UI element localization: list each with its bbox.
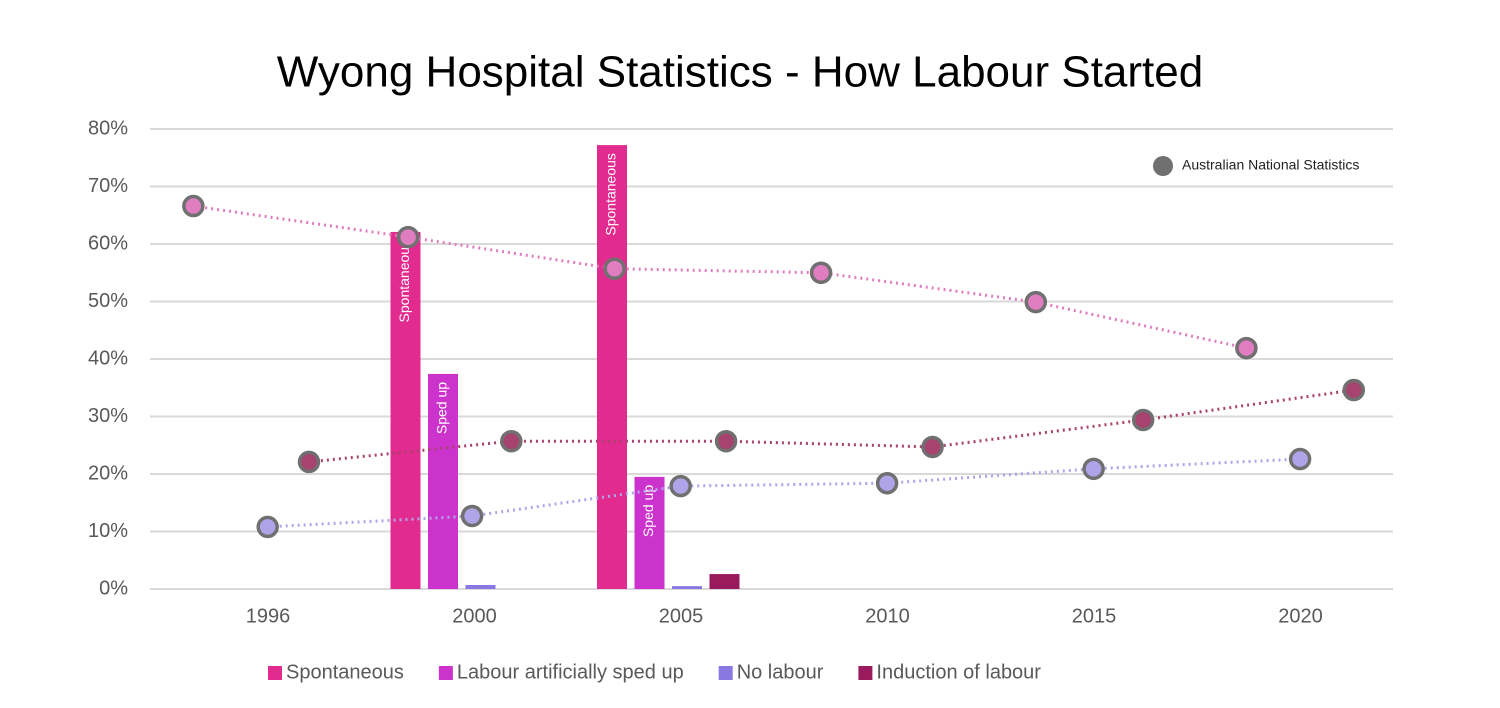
legend-label: Induction of labour <box>876 661 1041 683</box>
national-point <box>714 429 738 453</box>
bar <box>634 476 665 589</box>
y-tick-label: 0% <box>99 577 128 599</box>
y-tick-label: 20% <box>88 462 128 484</box>
national-point <box>500 429 523 453</box>
bar <box>428 373 458 589</box>
legend-swatch <box>718 666 733 680</box>
bar <box>390 231 421 590</box>
national-point <box>297 450 321 474</box>
bar <box>709 574 740 589</box>
national-point <box>1082 457 1105 481</box>
x-tick-label: 2010 <box>865 605 910 627</box>
legend-label: Spontaneous <box>286 661 404 683</box>
trend-line <box>267 457 1301 529</box>
bar-label: Sped up <box>640 485 656 537</box>
y-tick-label: 70% <box>88 175 128 197</box>
national-point <box>809 261 833 284</box>
national-point <box>460 504 484 528</box>
national-point <box>921 435 944 459</box>
bar-label: Sped up <box>434 382 450 434</box>
national-point <box>603 257 626 280</box>
bar-label: Spontaneous <box>396 240 412 323</box>
y-tick-label: 40% <box>88 347 128 369</box>
y-tick-label: 50% <box>88 290 128 312</box>
national-point <box>875 471 899 495</box>
bar-label: Spontaneous <box>603 153 619 236</box>
x-tick-label: 2000 <box>452 605 497 627</box>
bar <box>672 586 702 589</box>
national-point <box>1024 290 1048 314</box>
y-tick-label: 30% <box>88 405 128 427</box>
chart-title: Wyong Hospital Statistics - How Labour S… <box>277 48 1203 97</box>
x-tick-label: 2020 <box>1278 605 1323 627</box>
y-tick-label: 10% <box>88 520 128 542</box>
legend-marker <box>1153 156 1173 176</box>
national-point <box>182 194 205 218</box>
national-point <box>396 225 420 249</box>
national-point <box>669 474 692 498</box>
legend-swatch <box>438 666 453 680</box>
x-tick-label: 1996 <box>246 605 291 627</box>
legend-label: Labour artificially sped up <box>457 661 684 683</box>
x-tick-label: 2015 <box>1072 605 1117 627</box>
y-tick-label: 80% <box>88 117 128 139</box>
bar <box>465 584 496 589</box>
legend-swatch <box>858 666 873 680</box>
bar <box>597 145 627 589</box>
trend-line <box>193 204 1247 350</box>
national-point <box>1235 336 1258 360</box>
legend-swatch <box>268 666 282 680</box>
x-tick-label: 2005 <box>659 605 704 627</box>
national-point <box>256 515 279 539</box>
y-tick-label: 60% <box>88 232 128 254</box>
legend-label: Australian National Statistics <box>1182 157 1359 173</box>
trend-line <box>308 388 1354 464</box>
legend-label: No labour <box>737 661 824 683</box>
national-point <box>1131 408 1155 432</box>
national-point <box>1288 447 1312 471</box>
national-point <box>1342 378 1366 402</box>
